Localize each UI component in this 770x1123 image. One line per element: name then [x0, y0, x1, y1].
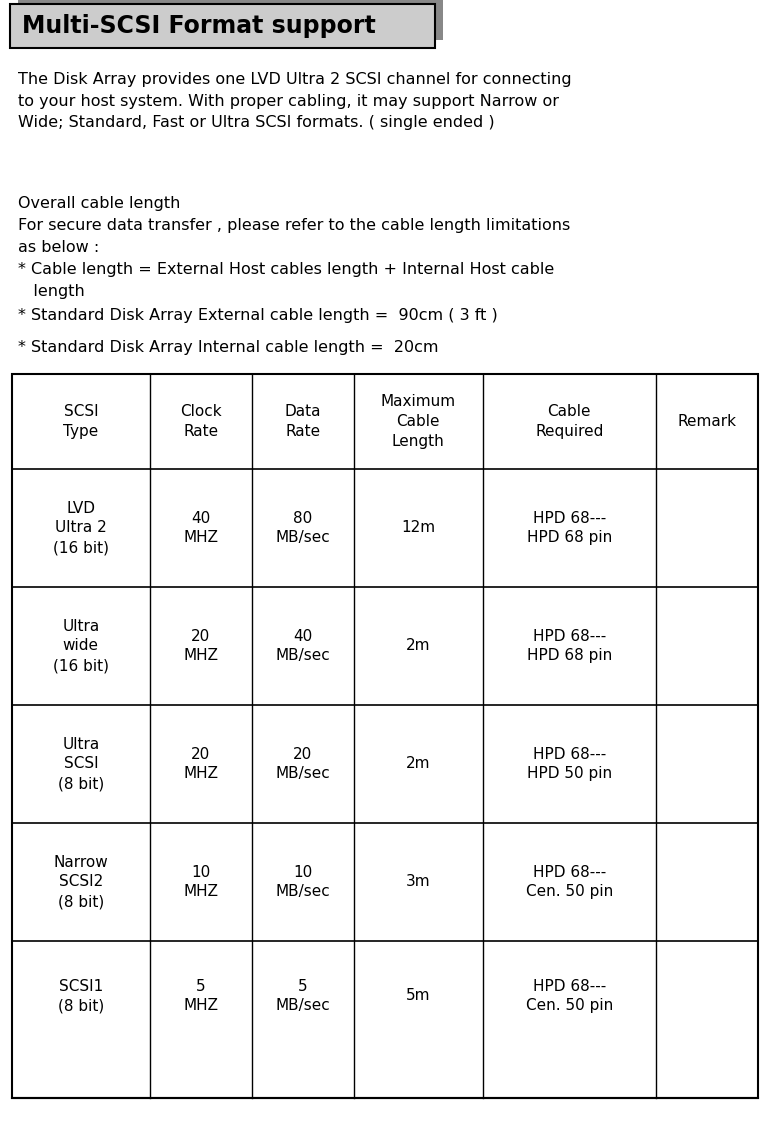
Text: HPD 68---
HPD 68 pin: HPD 68--- HPD 68 pin [527, 511, 612, 546]
Text: 2m: 2m [406, 639, 430, 654]
Bar [12, 374, 758, 1098]
Text: 80
MB/sec: 80 MB/sec [276, 511, 330, 546]
Text: HPD 68---
Cen. 50 pin: HPD 68--- Cen. 50 pin [526, 865, 613, 900]
Text: 40
MHZ: 40 MHZ [183, 511, 218, 546]
Text: 3m: 3m [406, 875, 430, 889]
Text: * Standard Disk Array Internal cable length =  20cm: * Standard Disk Array Internal cable len… [18, 340, 438, 355]
Text: HPD 68---
HPD 50 pin: HPD 68--- HPD 50 pin [527, 747, 612, 782]
Text: 10
MHZ: 10 MHZ [183, 865, 218, 900]
Text: 20
MB/sec: 20 MB/sec [276, 747, 330, 782]
Text: SCSI1
(8 bit): SCSI1 (8 bit) [58, 978, 104, 1013]
Text: LVD
Ultra 2
(16 bit): LVD Ultra 2 (16 bit) [53, 501, 109, 555]
Text: 40
MB/sec: 40 MB/sec [276, 629, 330, 664]
Bar [10, 4, 435, 48]
Text: Ultra
wide
(16 bit): Ultra wide (16 bit) [53, 619, 109, 674]
Text: The Disk Array provides one LVD Ultra 2 SCSI channel for connecting
to your host: The Disk Array provides one LVD Ultra 2 … [18, 72, 571, 130]
Text: Maximum
Cable
Length: Maximum Cable Length [380, 394, 456, 449]
Text: Narrow
SCSI2
(8 bit): Narrow SCSI2 (8 bit) [53, 855, 109, 910]
Text: Overall cable length: Overall cable length [18, 197, 180, 211]
Text: Multi-SCSI Format support: Multi-SCSI Format support [22, 13, 376, 38]
Text: Ultra
SCSI
(8 bit): Ultra SCSI (8 bit) [58, 737, 104, 792]
Text: 10
MB/sec: 10 MB/sec [276, 865, 330, 900]
Text: Data
Rate: Data Rate [285, 404, 321, 439]
Text: 5
MB/sec: 5 MB/sec [276, 978, 330, 1013]
Text: Cable
Required: Cable Required [535, 404, 604, 439]
Text: 12m: 12m [401, 520, 435, 536]
Text: * Cable length = External Host cables length + Internal Host cable
   length: * Cable length = External Host cables le… [18, 262, 554, 299]
Text: 5
MHZ: 5 MHZ [183, 978, 218, 1013]
Text: 20
MHZ: 20 MHZ [183, 747, 218, 782]
Text: * Standard Disk Array External cable length =  90cm ( 3 ft ): * Standard Disk Array External cable len… [18, 308, 497, 323]
Text: HPD 68---
HPD 68 pin: HPD 68--- HPD 68 pin [527, 629, 612, 664]
Text: 5m: 5m [406, 988, 430, 1004]
Text: For secure data transfer , please refer to the cable length limitations
as below: For secure data transfer , please refer … [18, 218, 571, 255]
Text: SCSI
Type: SCSI Type [63, 404, 99, 439]
Text: 20
MHZ: 20 MHZ [183, 629, 218, 664]
Text: Clock
Rate: Clock Rate [180, 404, 222, 439]
Bar [18, 0, 443, 40]
Text: Remark: Remark [678, 414, 736, 429]
Text: 2m: 2m [406, 757, 430, 772]
Text: HPD 68---
Cen. 50 pin: HPD 68--- Cen. 50 pin [526, 978, 613, 1013]
